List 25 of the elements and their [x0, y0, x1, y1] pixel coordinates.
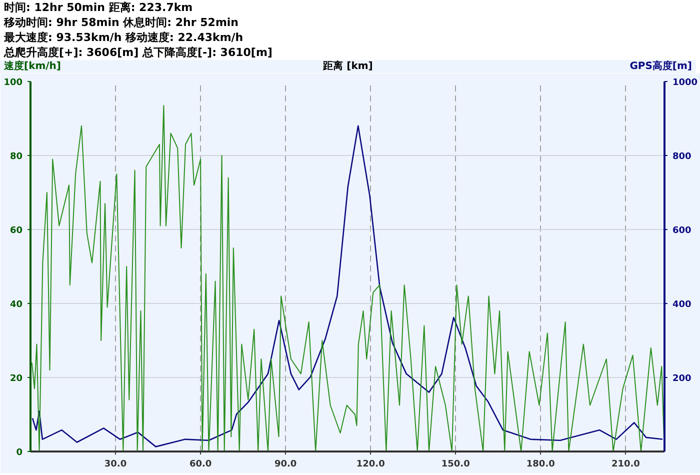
y-tick-label: 40	[10, 300, 23, 310]
x-tick-label: 210.0	[611, 460, 640, 470]
y2-tick-label: 1000	[672, 78, 698, 88]
chart-subtitle: 移动时间: 9hr 58min 休息时间: 2hr 52min	[4, 15, 239, 31]
y-tick-label: 20	[10, 374, 23, 384]
x-tick-label: 150.0	[441, 460, 470, 470]
x-tick-label: 30.0	[104, 460, 127, 470]
y-axis-title: 速度[km/h]	[4, 60, 61, 74]
x-axis-title: 距离 [km]	[323, 60, 373, 74]
y2-tick-label: 600	[672, 226, 692, 236]
y2-tick-label: 800	[672, 152, 692, 162]
x-tick-label: 120.0	[356, 460, 385, 470]
y2-axis-title: GPS高度[m]	[630, 60, 692, 74]
chart-title: 时间: 12hr 50min 距离: 223.7km	[4, 0, 193, 16]
y2-tick-label: 400	[672, 300, 692, 310]
y-tick-label: 60	[10, 226, 23, 236]
y-tick-label: 80	[10, 152, 23, 162]
x-tick-label: 60.0	[189, 460, 212, 470]
y2-tick-label: 200	[672, 374, 692, 384]
x-tick-label: 180.0	[526, 460, 555, 470]
y-tick-label: 0	[16, 448, 23, 458]
text: 最大速度: 93.53km/h 移动速度: 22.43km/h	[4, 30, 244, 46]
x-tick-label: 90.0	[274, 460, 297, 470]
text: 总爬升高度[+]: 3606[m] 总下降高度[-]: 3610[m]	[4, 45, 272, 60]
y-tick-label: 100	[4, 78, 23, 88]
